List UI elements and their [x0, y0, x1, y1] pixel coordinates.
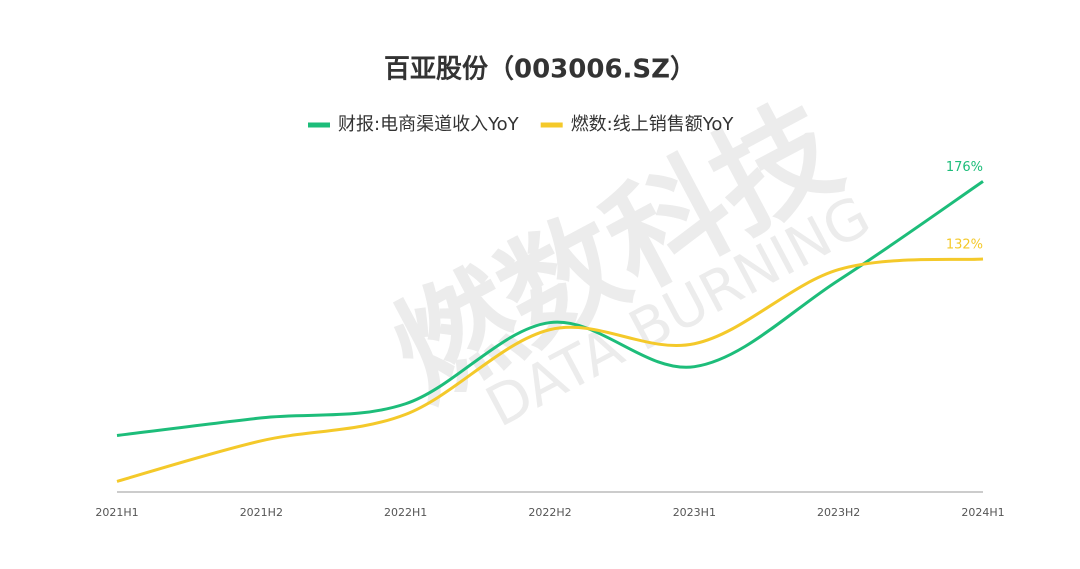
line: [116, 180, 984, 438]
x-tick-label: 2023H2: [817, 506, 860, 519]
chart-title: 百亚股份（003006.SZ）: [384, 55, 696, 85]
x-tick-label: 2022H2: [528, 506, 571, 519]
x-tick-label: 2021H2: [240, 506, 283, 519]
x-tick-label: 2024H1: [961, 506, 1004, 519]
line: [116, 257, 984, 483]
x-tick-label: 2023H1: [673, 506, 716, 519]
legend-label: 财报:电商渠道收入YoY: [338, 114, 520, 135]
legend-label: 燃数:线上销售额YoY: [571, 114, 735, 135]
x-tick-label: 2022H1: [384, 506, 427, 519]
x-tick-label: 2021H1: [95, 506, 138, 519]
data-label: 132%: [946, 238, 983, 253]
data-label: 176%: [946, 160, 983, 175]
